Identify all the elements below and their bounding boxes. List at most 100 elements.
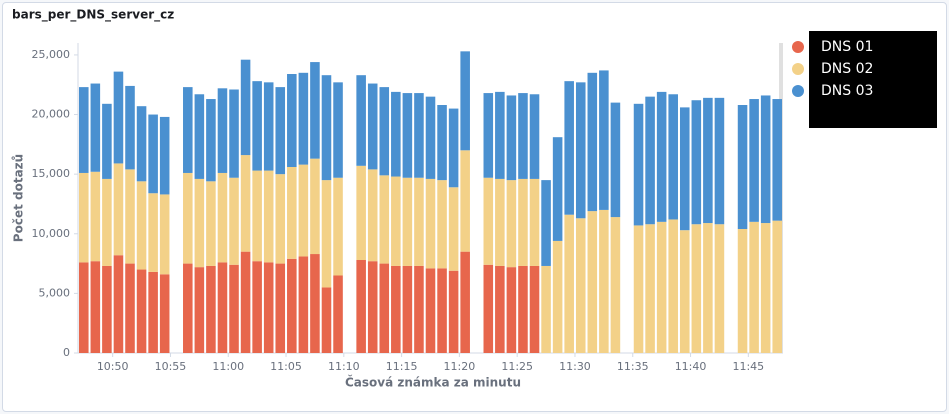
legend-marker	[792, 41, 804, 53]
bar-segment	[460, 51, 470, 151]
bar-segment	[310, 254, 320, 353]
bar-segment	[159, 274, 170, 353]
bar-segment	[564, 81, 574, 215]
bar-segment	[610, 217, 621, 353]
bar-segment	[321, 287, 332, 353]
chart: bars_per_DNS_server_cz Počet dotazů Časo…	[12, 8, 937, 390]
bar-segment	[90, 83, 101, 172]
bar-segment	[414, 93, 424, 178]
bar-segment	[113, 255, 124, 353]
bar-segment	[737, 229, 748, 353]
x-axis-label: Časová známka za minutu	[345, 375, 521, 390]
bar-segment	[217, 172, 228, 263]
bar-segment	[79, 262, 89, 353]
bar-segment	[79, 172, 89, 263]
bar-segment	[356, 260, 366, 353]
bar-segment	[749, 221, 759, 353]
y-tick-label: 20,000	[32, 108, 71, 121]
bar-segment	[194, 178, 205, 268]
bar-segment	[518, 178, 528, 266]
bar-segment	[506, 95, 517, 181]
bar-segment	[298, 256, 309, 353]
bar-segment	[575, 218, 586, 353]
bar-segment	[275, 263, 286, 353]
bar-segment	[148, 193, 158, 272]
bar-segment	[321, 180, 332, 288]
bar-segment	[552, 240, 563, 353]
bar-segment	[691, 100, 702, 225]
bar-segment	[391, 265, 401, 353]
bar-segment	[495, 178, 505, 266]
bar-segment	[679, 230, 690, 353]
bar-segment	[206, 99, 216, 182]
bar-segment	[656, 221, 667, 353]
bar-segment	[252, 261, 262, 353]
bar-segment	[275, 87, 286, 175]
bar-segment	[263, 82, 274, 171]
bar-segment	[183, 87, 193, 173]
legend-marker	[792, 63, 804, 75]
bar-segment	[633, 103, 644, 226]
bar-segment	[645, 224, 655, 353]
bar-segment	[367, 83, 378, 170]
bar-segment	[402, 93, 413, 178]
bar-segment	[668, 94, 678, 220]
x-tick-label: 11:20	[444, 360, 476, 373]
bar-segment	[633, 225, 644, 353]
bar-segment	[437, 268, 447, 353]
bar-segment	[379, 175, 390, 264]
bar-segment	[564, 214, 574, 353]
bar-segment	[240, 251, 251, 353]
bar-segment	[518, 93, 528, 179]
bar-segment	[217, 262, 228, 353]
bar-segment	[287, 258, 297, 353]
bar-segment	[310, 158, 320, 255]
bar-segment	[772, 220, 782, 353]
bar-segment	[263, 170, 274, 263]
bar-segment	[483, 264, 494, 353]
bar-segment	[460, 251, 470, 353]
x-tick-label: 11:25	[501, 360, 533, 373]
chart-title: bars_per_DNS_server_cz	[12, 8, 174, 23]
bar-segment	[495, 91, 505, 179]
bar-segment	[136, 106, 147, 182]
x-tick-label: 11:35	[617, 360, 649, 373]
bar-segment	[183, 172, 193, 264]
bar-segment	[414, 177, 424, 266]
x-tick-label: 11:10	[328, 360, 360, 373]
x-tick-label: 11:00	[212, 360, 244, 373]
y-tick-label: 0	[63, 346, 70, 359]
bar-segment	[587, 211, 598, 353]
x-tick-label: 11:15	[386, 360, 418, 373]
bar-segment	[703, 223, 713, 353]
bar-segment	[679, 107, 690, 231]
bar-segment	[229, 264, 239, 353]
bar-segment	[656, 91, 667, 222]
bar-segment	[437, 180, 447, 269]
bar-segment	[148, 271, 158, 353]
bar-segment	[749, 99, 759, 222]
bar-segment	[333, 82, 343, 178]
bar-segment	[90, 261, 101, 353]
bar-segment	[379, 87, 390, 176]
bar-segment	[125, 169, 135, 264]
bar-segment	[425, 96, 436, 179]
x-tick-label: 10:50	[97, 360, 129, 373]
bar-segment	[252, 81, 262, 171]
bar-segment	[125, 263, 135, 353]
bar-segment	[645, 96, 655, 225]
x-tick-label: 10:55	[155, 360, 187, 373]
bar-segment	[79, 87, 89, 173]
bar-segment	[518, 265, 528, 353]
bar-segment	[529, 94, 540, 179]
bar-segment	[760, 95, 771, 224]
bar-segment	[240, 155, 251, 252]
bar-segment	[298, 164, 309, 257]
bar-segment	[448, 270, 459, 353]
x-tick-label: 11:05	[270, 360, 302, 373]
bar-segment	[125, 85, 135, 170]
bar-segment	[691, 224, 702, 353]
bar-segment	[183, 263, 193, 353]
bar-segment	[194, 267, 205, 353]
bar-segment	[136, 269, 147, 353]
